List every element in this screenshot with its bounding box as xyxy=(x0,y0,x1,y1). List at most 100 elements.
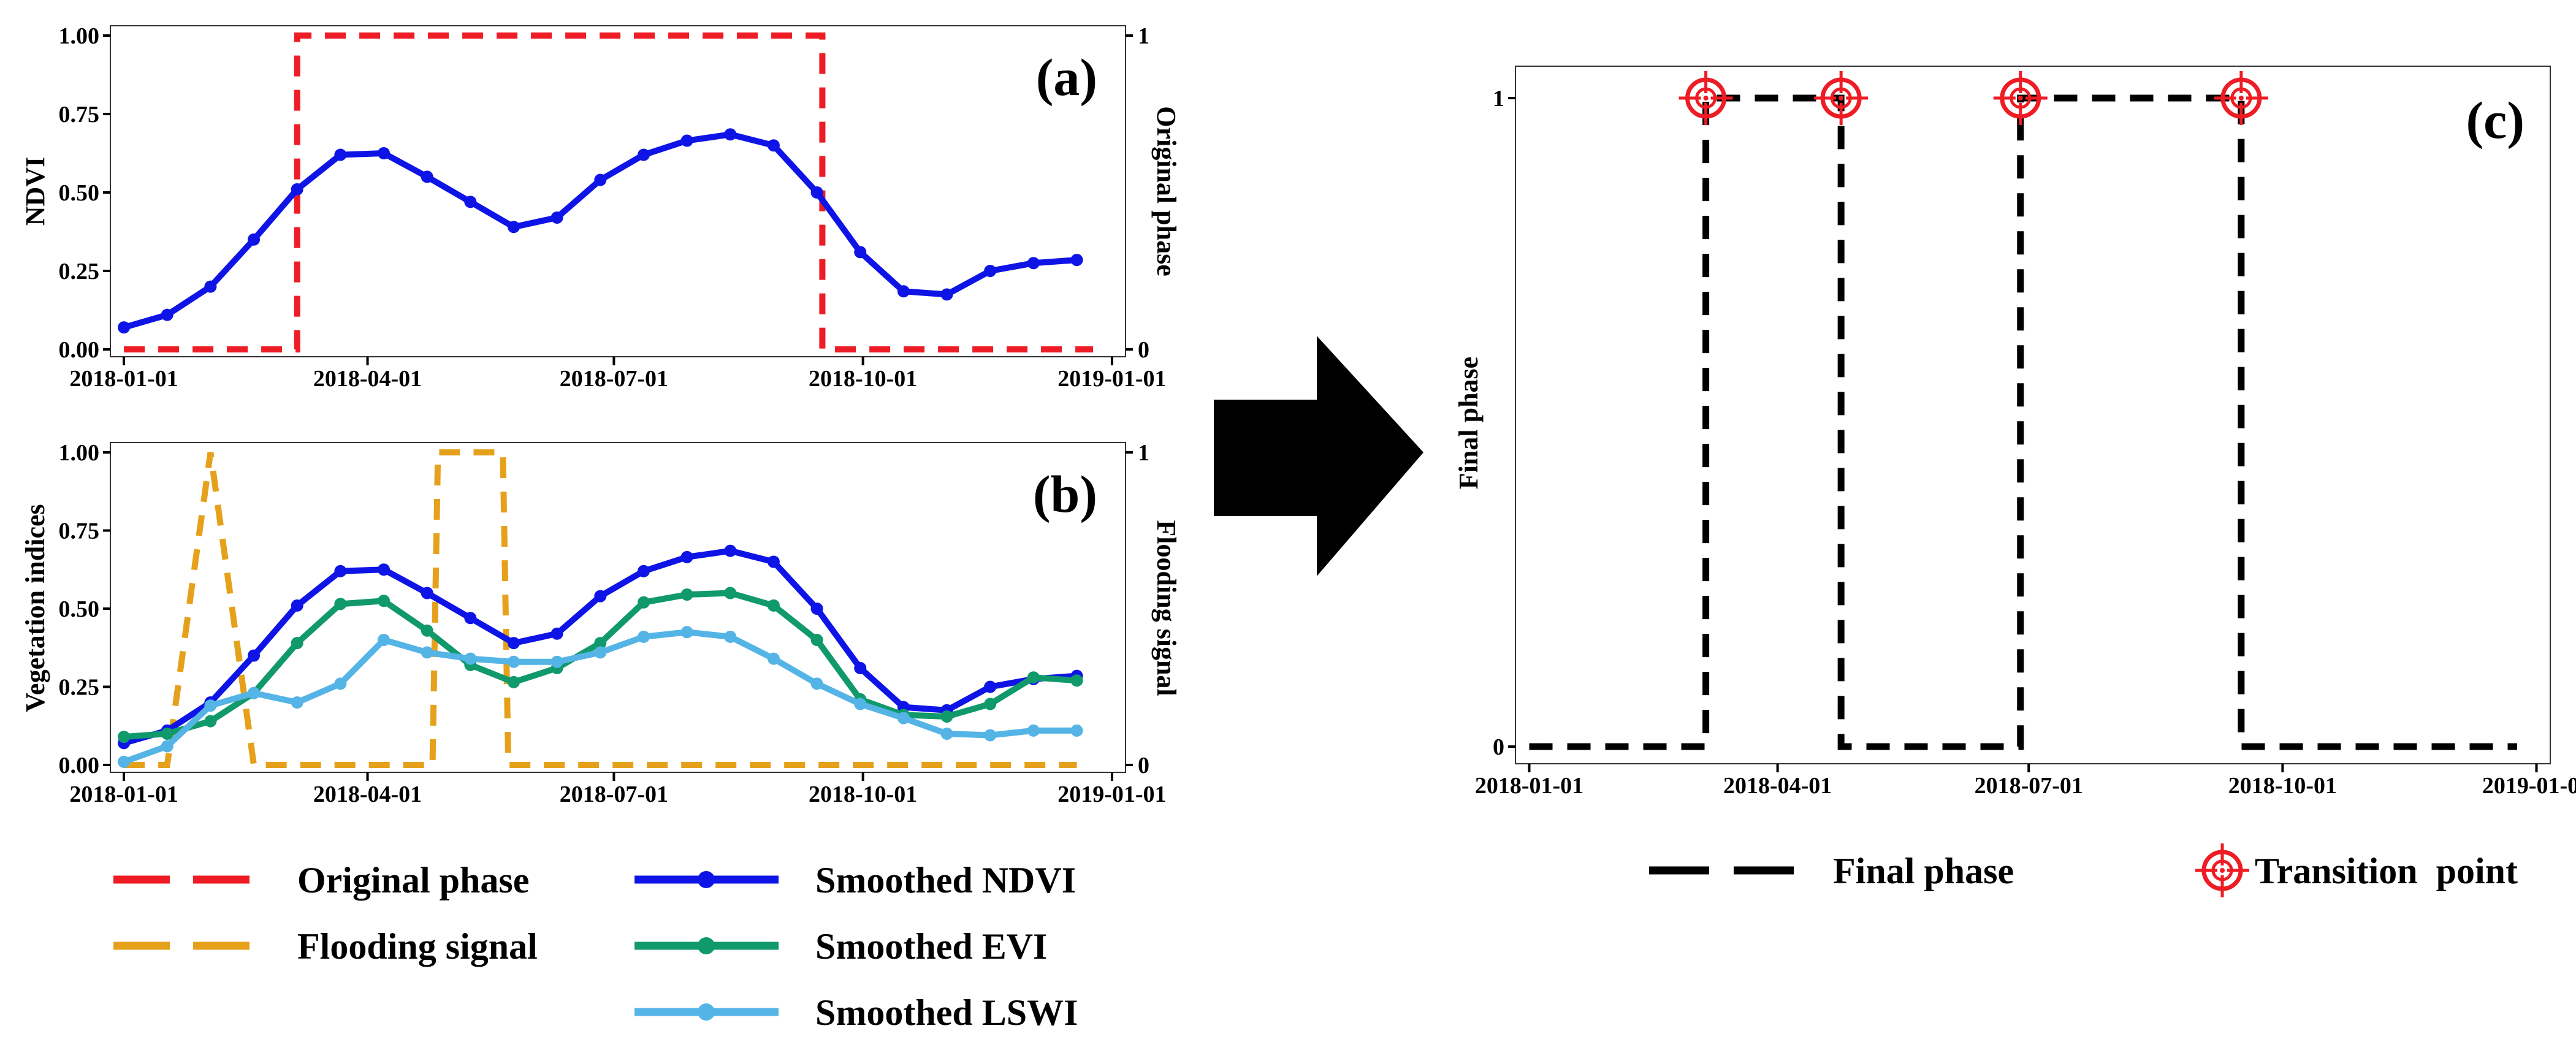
data-point-smoothed-lswi xyxy=(464,652,477,665)
series-line-original-phase xyxy=(124,32,1094,352)
data-point-smoothed-lswi xyxy=(854,698,867,710)
data-point-smoothed-ndvi xyxy=(1027,257,1040,270)
panel-b: 2018-01-01 2018-04-01 2018-07-01 2018-10-01… xyxy=(20,440,1181,807)
legend-right: Final phase Transition point xyxy=(1649,843,2518,897)
data-point-smoothed-ndvi xyxy=(378,563,391,576)
data-point-smoothed-ndvi xyxy=(161,308,173,321)
data-point-smoothed-ndvi xyxy=(767,139,780,152)
data-point-smoothed-ndvi xyxy=(767,555,780,568)
data-point-smoothed-lswi xyxy=(204,699,217,712)
series-line-final-phase xyxy=(1529,94,2517,750)
arrow-right-icon xyxy=(1214,336,1423,576)
panel-b-label: (b) xyxy=(1033,465,1097,523)
data-point-smoothed-lswi xyxy=(421,646,433,659)
data-point-smoothed-ndvi xyxy=(551,211,563,224)
data-point-smoothed-ndvi xyxy=(637,148,650,161)
y-tick-label: 0 xyxy=(1493,734,1504,760)
data-point-smoothed-lswi xyxy=(248,687,261,699)
data-point-smoothed-evi xyxy=(767,599,780,612)
data-point-smoothed-evi xyxy=(1027,671,1040,684)
transition-point-marker xyxy=(1679,71,1733,125)
data-point-smoothed-ndvi xyxy=(724,128,737,141)
data-point-smoothed-lswi xyxy=(940,728,953,740)
y-tick-label: 0.25 xyxy=(59,675,100,701)
panel-a-ylabel: NDVI xyxy=(20,157,50,226)
transition-target-icon xyxy=(2195,843,2249,897)
data-point-smoothed-lswi xyxy=(1027,724,1040,737)
panel-a-label: (a) xyxy=(1036,48,1097,107)
data-point-smoothed-evi xyxy=(291,637,303,650)
data-point-smoothed-ndvi xyxy=(854,661,867,674)
data-point-smoothed-lswi xyxy=(507,655,520,668)
legend-label-smoothed-evi: Smoothed EVI xyxy=(815,926,1047,967)
x-tick-label: 2018-01-01 xyxy=(69,366,178,392)
data-point-smoothed-ndvi xyxy=(421,587,433,599)
data-point-smoothed-lswi xyxy=(1070,724,1083,737)
data-point-smoothed-evi xyxy=(1070,674,1083,687)
x-tick-label: 2018-07-01 xyxy=(560,782,668,807)
data-point-smoothed-lswi xyxy=(378,634,391,646)
y-tick-label: 0.50 xyxy=(59,596,100,622)
panel-c-frame xyxy=(1515,66,2551,764)
legend-item-smoothed-lswi: Smoothed LSWI xyxy=(634,992,1078,1033)
data-point-smoothed-lswi xyxy=(291,696,303,709)
panel-c-label: (c) xyxy=(2466,91,2525,150)
legend-item-smoothed-evi: Smoothed EVI xyxy=(634,926,1047,967)
data-point-smoothed-ndvi xyxy=(854,246,867,259)
series-line-smoothed-evi xyxy=(123,590,1077,740)
panel-c: 2018-01-01 2018-04-01 2018-07-01 2018-10-01… xyxy=(1454,66,2576,799)
y2-tick-label: 0 xyxy=(1138,753,1149,778)
y-tick-label: 0.00 xyxy=(59,753,100,778)
data-point-smoothed-ndvi xyxy=(464,612,477,625)
legend-item-smoothed-ndvi: Smoothed NDVI xyxy=(634,860,1076,900)
data-point-smoothed-lswi xyxy=(810,677,823,690)
data-point-smoothed-ndvi xyxy=(421,170,433,183)
data-point-smoothed-evi xyxy=(204,715,217,728)
data-point-smoothed-ndvi xyxy=(637,565,650,577)
x-tick-label: 2019-01-01 xyxy=(2482,773,2576,799)
legend-label-original-phase: Original phase xyxy=(297,860,529,900)
y-tick-label: 1.00 xyxy=(59,23,100,49)
x-tick-label: 2018-10-01 xyxy=(2228,773,2337,799)
panel-b-ylabel: Vegetation indices xyxy=(20,504,50,712)
panel-c-ticks: 2018-01-01 2018-04-01 2018-07-01 2018-10-01… xyxy=(1475,86,2576,799)
x-tick-label: 2018-07-01 xyxy=(1975,773,2083,799)
transition-point-marker xyxy=(1993,71,2048,125)
data-point-smoothed-lswi xyxy=(897,712,910,725)
data-point-smoothed-ndvi xyxy=(551,627,563,640)
data-point-smoothed-evi xyxy=(940,710,953,723)
legend-item-final-phase: Final phase xyxy=(1649,851,2014,891)
data-point-smoothed-ndvi xyxy=(984,680,997,693)
transition-point-marker xyxy=(2214,71,2268,125)
legend-left: Original phase Flooding signal Smoothed … xyxy=(113,860,1078,1033)
data-point-smoothed-evi xyxy=(594,637,607,650)
data-point-smoothed-lswi xyxy=(551,655,563,668)
y-tick-label: 1.00 xyxy=(59,440,100,466)
data-point-smoothed-lswi xyxy=(334,677,347,690)
x-tick-label: 2018-04-01 xyxy=(313,366,422,392)
data-point-smoothed-lswi xyxy=(724,630,737,643)
panel-a-ticks: 2018-01-01 2018-04-01 2018-07-01 2018-10-01… xyxy=(59,23,1167,392)
data-point-smoothed-lswi xyxy=(594,646,607,659)
panel-c-plot xyxy=(1529,71,2517,750)
legend-label-transition-point: Transition point xyxy=(2255,851,2518,891)
panel-a-frame xyxy=(110,25,1126,357)
x-tick-label: 2018-04-01 xyxy=(1723,773,1832,799)
data-point-smoothed-evi xyxy=(161,728,173,740)
data-point-smoothed-ndvi xyxy=(334,565,347,577)
panel-b-frame xyxy=(110,442,1126,773)
x-tick-label: 2019-01-01 xyxy=(1057,366,1166,392)
legend-label-flooding-signal: Flooding signal xyxy=(297,926,538,967)
data-point-smoothed-ndvi xyxy=(680,134,693,147)
legend-item-original-phase: Original phase xyxy=(113,860,529,900)
data-point-smoothed-ndvi xyxy=(248,649,261,662)
panel-a: 2018-01-01 2018-04-01 2018-07-01 2018-10-01… xyxy=(20,23,1181,392)
series-line-flooding-signal xyxy=(124,449,1077,768)
y-tick-label: 1 xyxy=(1493,86,1504,112)
data-point-smoothed-ndvi xyxy=(984,265,997,277)
panel-b-ticks: 2018-01-01 2018-04-01 2018-07-01 2018-10-01… xyxy=(59,440,1167,807)
data-point-smoothed-ndvi xyxy=(724,544,737,557)
data-point-smoothed-evi xyxy=(637,596,650,609)
data-point-smoothed-evi xyxy=(421,624,433,637)
